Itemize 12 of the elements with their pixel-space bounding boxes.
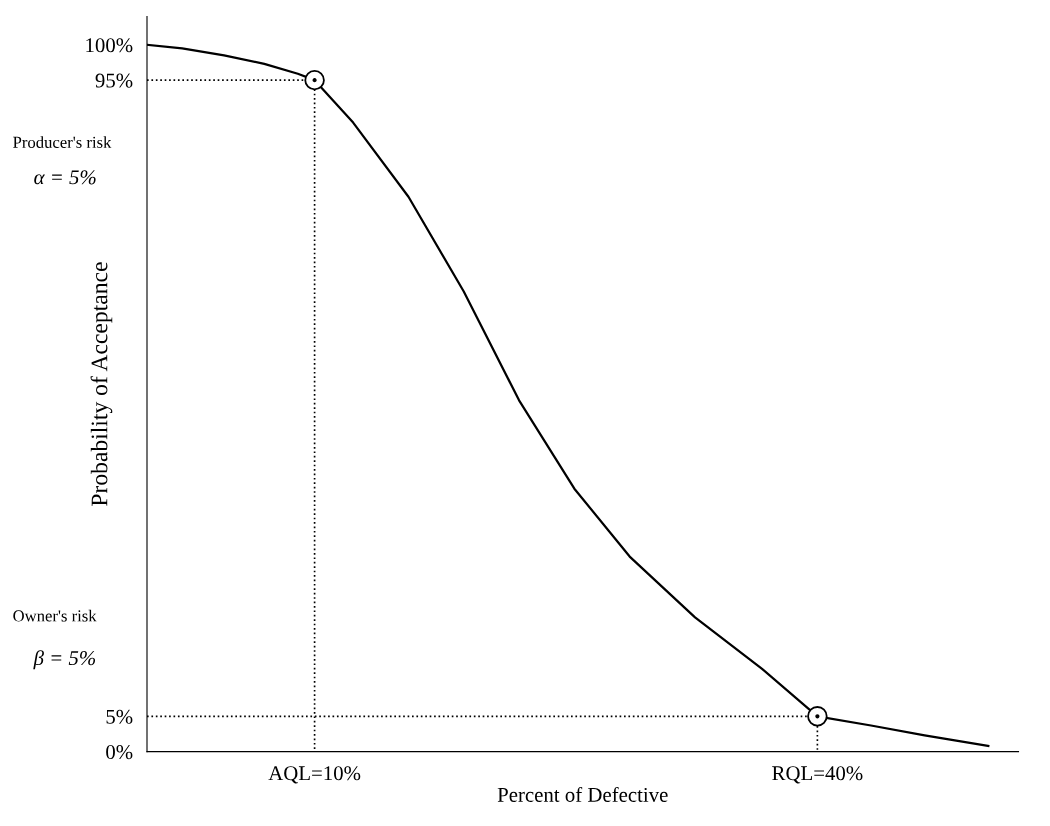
y-axis-title: Probability of Acceptance xyxy=(90,262,113,507)
y-tick-label: 5% xyxy=(106,709,133,724)
y-tick-label: 0% xyxy=(106,745,133,760)
text: Owner's risk xyxy=(13,609,97,622)
text: β = 5% xyxy=(33,650,96,670)
x-tick-label: AQL=10% xyxy=(268,766,361,784)
text: Producer's risk xyxy=(13,136,112,148)
y-tick-label: 100% xyxy=(86,38,133,53)
x-axis-title: Percent of Defective xyxy=(497,787,668,802)
y-tick-label: 95% xyxy=(95,73,133,88)
x-tick-label: RQL=40% xyxy=(772,766,863,784)
text: α = 5% xyxy=(34,170,96,185)
